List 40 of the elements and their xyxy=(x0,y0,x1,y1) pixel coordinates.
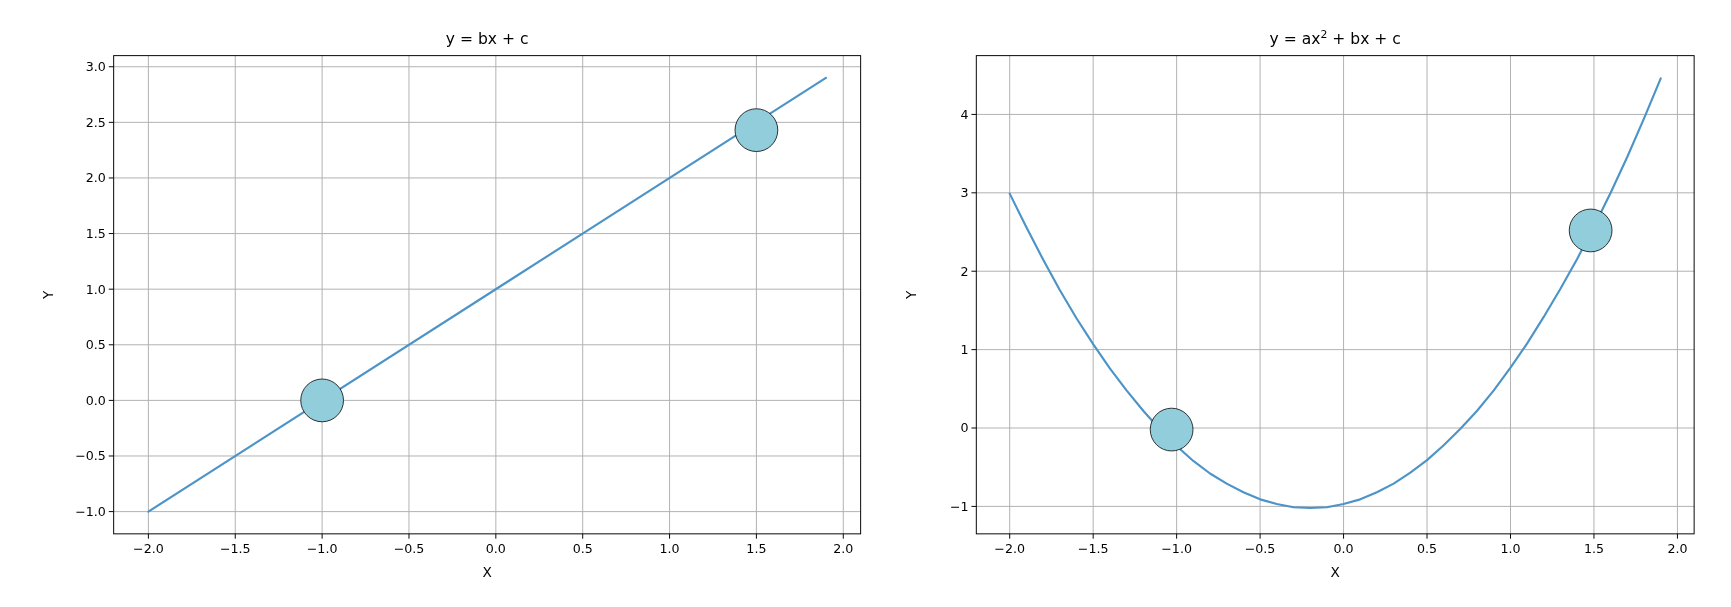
x-tick-label: 1.5 xyxy=(746,541,767,557)
x-tick-label: 0.5 xyxy=(1416,541,1438,557)
y-tick-label: 0.0 xyxy=(85,392,106,408)
y-axis-title: Y xyxy=(903,289,920,300)
y-tick-label: 0 xyxy=(960,420,969,436)
x-tick-label: −1.0 xyxy=(1161,541,1192,557)
x-tick-label: −2.0 xyxy=(133,541,164,557)
x-axis-title: X xyxy=(482,563,492,580)
x-tick-label: 0.0 xyxy=(485,541,506,557)
y-tick-label: 4 xyxy=(960,106,969,122)
line-series xyxy=(1008,77,1662,510)
x-tick-label: 2.0 xyxy=(833,541,854,557)
y-tick-label: −0.5 xyxy=(75,448,106,464)
x-tick-label: −1.5 xyxy=(1077,541,1109,557)
x-tick-label: −1.5 xyxy=(219,541,251,557)
x-tick-label: 1.0 xyxy=(1500,541,1521,557)
y-axis-title: Y xyxy=(40,289,57,300)
x-tick-label: 0.0 xyxy=(1333,541,1354,557)
y-tick-label: 2.0 xyxy=(85,170,106,186)
y-tick-label: 1.0 xyxy=(85,281,106,297)
y-tick-label: 0.5 xyxy=(85,337,106,353)
y-tick-label: 3 xyxy=(960,185,969,201)
x-tick-label: −1.0 xyxy=(306,541,338,557)
y-tick-label: 1 xyxy=(960,341,969,357)
y-tick-label: 3.0 xyxy=(85,59,106,75)
x-tick-label: 0.5 xyxy=(572,541,593,557)
y-tick-label: 2.5 xyxy=(85,114,106,130)
x-axis-title: X xyxy=(1330,563,1340,580)
y-tick-label: 1.5 xyxy=(85,225,106,241)
y-tick-label: −1 xyxy=(949,498,969,514)
x-tick-label: −2.0 xyxy=(994,541,1026,557)
y-tick-label: 2 xyxy=(960,263,969,279)
chart-title: y = ax$^{2}$ + bx + c xyxy=(1269,27,1401,48)
y-tick-label: −1.0 xyxy=(75,503,106,519)
x-tick-label: 1.5 xyxy=(1583,541,1604,557)
x-tick-label: 1.0 xyxy=(659,541,680,557)
x-tick-label: −0.5 xyxy=(393,541,425,557)
x-tick-label: −0.5 xyxy=(1244,541,1276,557)
x-tick-label: 2.0 xyxy=(1667,541,1688,557)
chart-title: y = bx + c xyxy=(445,29,529,48)
